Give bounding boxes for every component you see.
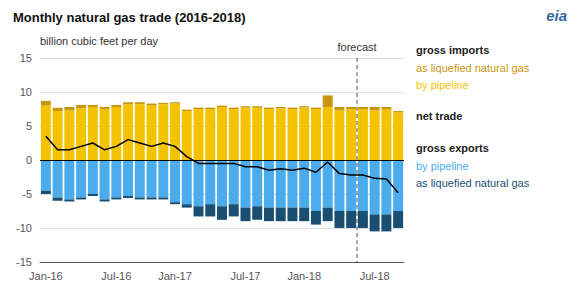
svg-text:Jul-18: Jul-18 — [360, 270, 390, 282]
svg-text:gross exports: gross exports — [416, 142, 489, 154]
svg-text:as liquefied natural gas: as liquefied natural gas — [416, 62, 530, 74]
svg-text:net trade: net trade — [416, 110, 462, 122]
svg-text:Jul-17: Jul-17 — [230, 270, 260, 282]
svg-text:Monthly natural gas trade (201: Monthly natural gas trade (2016-2018) — [13, 10, 246, 25]
svg-text:5: 5 — [26, 120, 32, 132]
svg-text:0: 0 — [26, 154, 32, 166]
svg-text:Jul-16: Jul-16 — [101, 270, 131, 282]
svg-text:eia: eia — [546, 7, 567, 24]
svg-text:forecast: forecast — [337, 41, 376, 53]
svg-text:Jan-17: Jan-17 — [158, 270, 192, 282]
svg-text:15: 15 — [20, 52, 32, 64]
svg-text:Jan-16: Jan-16 — [29, 270, 63, 282]
svg-text:10: 10 — [20, 86, 32, 98]
svg-text:gross imports: gross imports — [416, 44, 489, 56]
svg-text:by pipeline: by pipeline — [416, 160, 469, 172]
svg-text:as liquefied natural gas: as liquefied natural gas — [416, 177, 530, 189]
svg-text:billion cubic feet per day: billion cubic feet per day — [40, 35, 159, 47]
svg-text:-10: -10 — [16, 222, 32, 234]
svg-text:-5: -5 — [22, 188, 32, 200]
svg-text:-15: -15 — [16, 256, 32, 268]
svg-text:by pipeline: by pipeline — [416, 79, 469, 91]
svg-text:Jan-18: Jan-18 — [287, 270, 321, 282]
